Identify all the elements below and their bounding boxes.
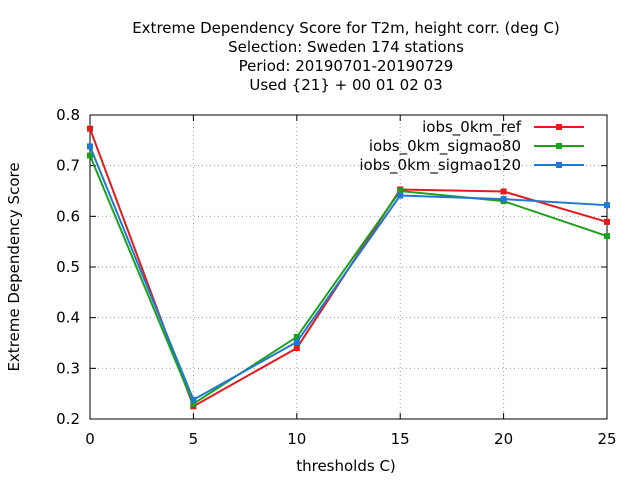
data-point — [87, 143, 93, 150]
chart-title: Extreme Dependency Score for T2m, height… — [132, 19, 560, 94]
x-tick-label: 5 — [189, 430, 199, 448]
legend-label: iobs_0km_sigmao120 — [359, 156, 521, 175]
y-tick-label: 0.2 — [56, 410, 80, 428]
y-tick-label: 0.6 — [56, 207, 80, 225]
x-tick-label: 10 — [287, 430, 306, 448]
legend-label: iobs_0km_sigmao80 — [369, 137, 521, 156]
series-line-iobs_0km_sigmao120 — [89, 146, 608, 402]
data-point — [87, 152, 93, 159]
data-point — [604, 202, 610, 209]
data-point — [293, 345, 300, 352]
data-point — [190, 400, 197, 407]
y-tick-label: 0.4 — [56, 309, 80, 327]
legend-swatch-point — [556, 124, 562, 130]
data-point — [397, 188, 404, 194]
y-tick-label: 0.5 — [56, 258, 80, 276]
title-line-2: Selection: Sweden 174 stations — [228, 38, 464, 56]
data-point — [190, 396, 197, 403]
data-point — [604, 218, 610, 225]
series — [87, 125, 610, 410]
data-point — [500, 196, 507, 203]
y-tick-label: 0.3 — [56, 359, 80, 377]
data-point — [293, 333, 300, 340]
series-line-iobs_0km_sigmao80 — [89, 155, 608, 406]
legend: iobs_0km_refiobs_0km_sigmao80iobs_0km_si… — [359, 118, 584, 175]
data-point — [604, 233, 610, 240]
legend-label: iobs_0km_ref — [422, 118, 522, 137]
title-line-1: Extreme Dependency Score for T2m, height… — [132, 19, 560, 37]
y-tick-label: 0.8 — [56, 106, 80, 124]
data-point — [87, 125, 93, 132]
x-tick-label: 0 — [85, 430, 95, 448]
x-tick-label: 25 — [597, 430, 616, 448]
y-tick-label: 0.7 — [56, 157, 80, 175]
x-tick-label: 20 — [494, 430, 513, 448]
legend-swatch-point — [556, 143, 562, 149]
grid — [90, 115, 607, 419]
legend-swatch-point — [556, 162, 562, 168]
data-point — [397, 192, 404, 199]
x-tick-label: 15 — [391, 430, 410, 448]
y-axis-label: Extreme Dependency Score — [5, 162, 23, 371]
data-point — [293, 338, 300, 345]
title-line-3: Period: 20190701-20190729 — [239, 57, 454, 75]
x-axis-label: thresholds C) — [296, 457, 396, 475]
data-point — [500, 188, 507, 195]
title-line-4: Used {21} + 00 01 02 03 — [249, 76, 442, 94]
axis-ticks: 0.2 0.3 0.4 0.5 0.6 0.7 0.8 0 5 10 15 20 25 — [56, 106, 616, 448]
